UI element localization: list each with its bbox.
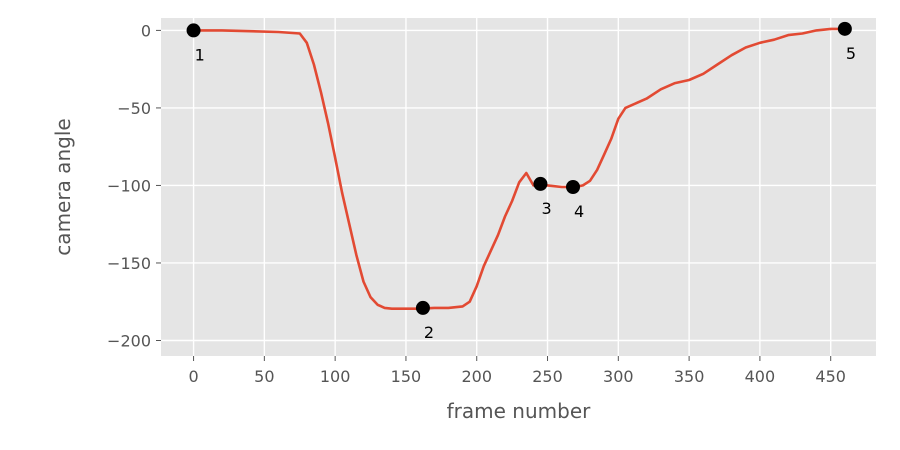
y-tick-label: 0	[141, 21, 151, 40]
y-tick-label: −100	[107, 176, 151, 195]
keyframe-marker	[186, 23, 201, 38]
keyframe-label: 3	[541, 199, 551, 218]
x-axis-ticks: 0 50 100 150 200 250 300 350 400 450	[188, 356, 846, 386]
y-tick-label: −50	[117, 99, 151, 118]
x-tick-label: 150	[391, 367, 422, 386]
x-tick-label: 200	[461, 367, 492, 386]
x-tick-label: 300	[603, 367, 634, 386]
y-axis-ticks: 0 −50 −100 −150 −200	[107, 21, 161, 350]
series-lines	[192, 27, 847, 311]
keyframe-marker	[837, 21, 852, 36]
keyframe-markers: 1 2 3 4 5	[186, 21, 856, 342]
gridlines	[161, 18, 876, 356]
x-tick-label: 450	[815, 367, 846, 386]
keyframe-marker	[566, 180, 581, 194]
x-tick-label: 350	[674, 367, 705, 386]
x-tick-label: 50	[254, 367, 274, 386]
keyframe-label: 4	[574, 202, 584, 221]
x-axis-title: frame number	[447, 399, 591, 423]
y-axis-title: camera angle	[51, 118, 75, 255]
keyframe-label: 5	[846, 44, 856, 63]
y-tick-label: −200	[107, 331, 151, 350]
x-tick-label: 100	[320, 367, 351, 386]
x-tick-label: 400	[745, 367, 776, 386]
x-tick-label: 250	[532, 367, 563, 386]
y-tick-label: −150	[107, 254, 151, 273]
keyframe-marker	[533, 176, 548, 191]
keyframe-label: 1	[195, 45, 205, 64]
x-tick-label: 0	[188, 367, 198, 386]
keyframe-marker	[415, 300, 430, 315]
series-line	[192, 27, 847, 311]
keyframe-label: 2	[424, 323, 434, 342]
